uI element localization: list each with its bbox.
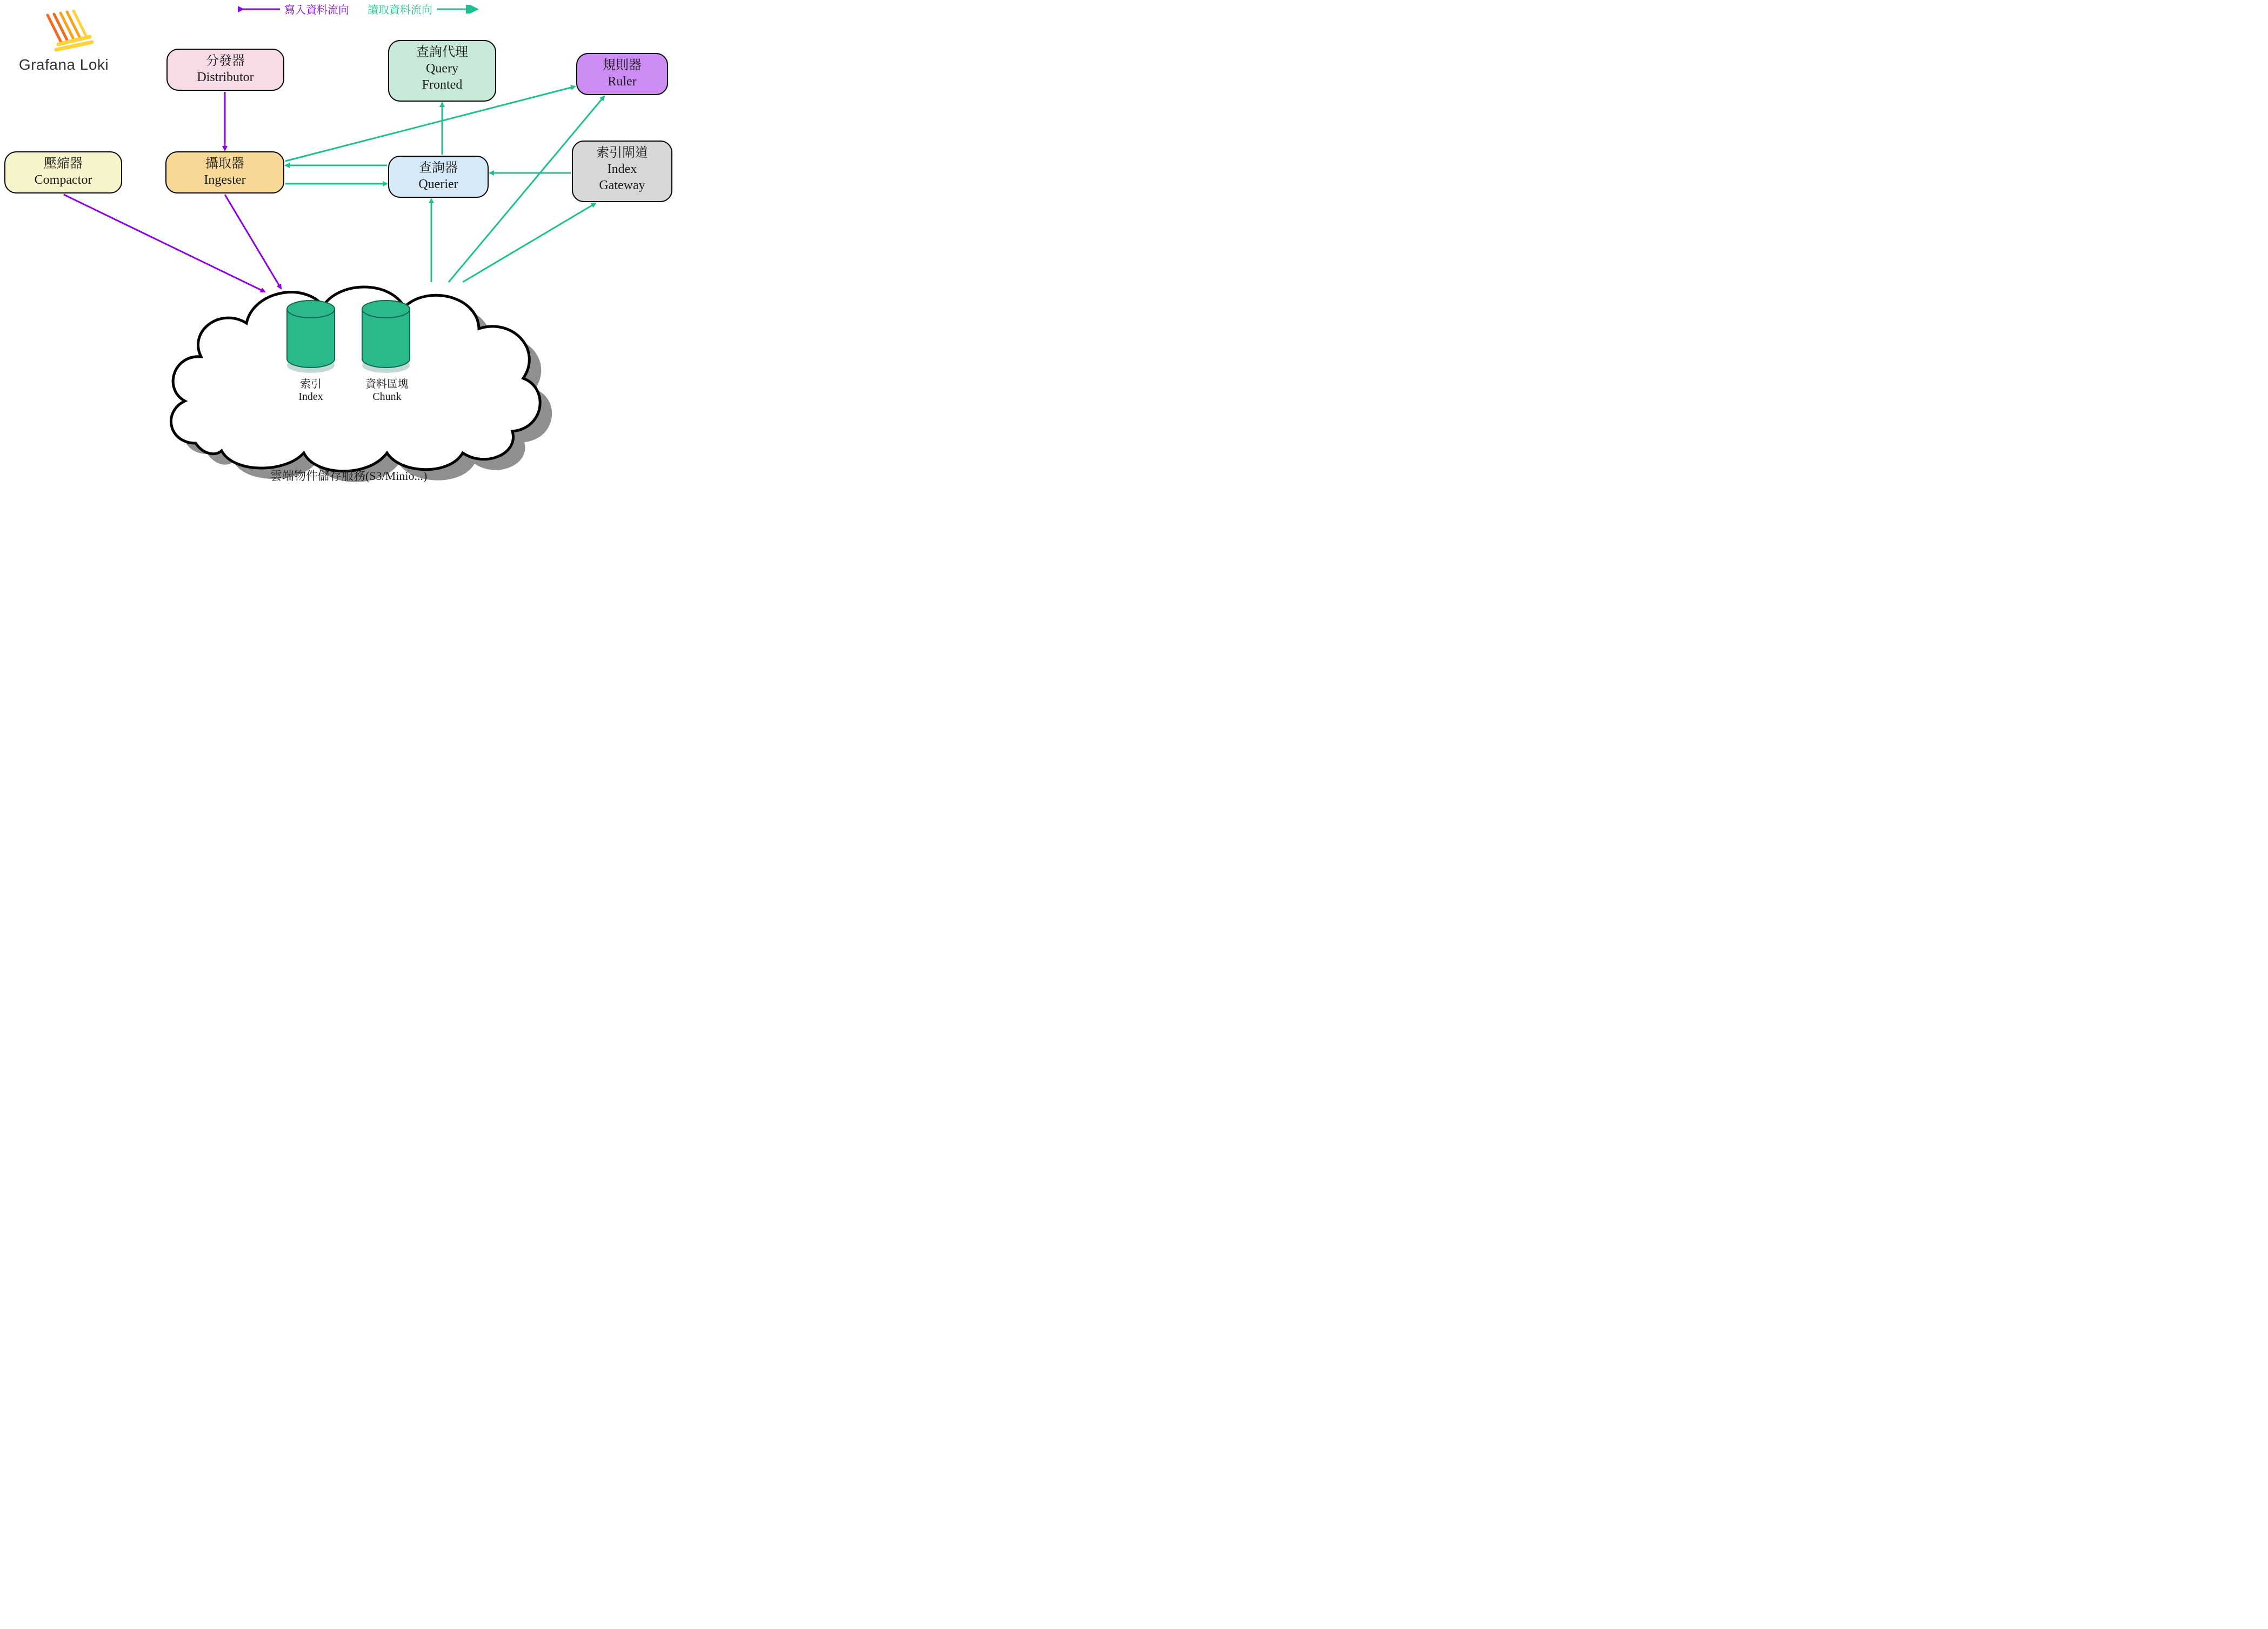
node-query-frontend-en2: Fronted — [397, 77, 488, 93]
edge-compactor-to-cloud — [64, 195, 265, 292]
brand: Grafana Loki — [4, 10, 123, 74]
node-ruler-zh: 規則器 — [585, 57, 659, 74]
node-distributor-zh: 分發器 — [175, 53, 276, 69]
edge-cloud-to-indexgw — [463, 203, 596, 282]
node-querier: 查詢器 Querier — [388, 156, 489, 198]
storage-chunk-en: Chunk — [372, 391, 401, 403]
cylinder-index — [287, 301, 335, 373]
storage-index-en: Index — [298, 391, 323, 403]
node-querier-en: Querier — [397, 176, 480, 192]
node-querier-zh: 查詢器 — [397, 160, 480, 176]
loki-logo-icon — [31, 10, 96, 53]
brand-text: Grafana Loki — [4, 56, 123, 74]
node-distributor: 分發器 Distributor — [166, 49, 284, 91]
storage-chunk-zh: 資料區塊 — [365, 378, 409, 390]
node-index-gateway: 索引閘道 Index Gateway — [572, 141, 672, 202]
node-ruler: 規則器 Ruler — [576, 53, 668, 95]
node-query-frontend-en1: Query — [397, 61, 488, 77]
legend-read-arrow-icon — [436, 5, 479, 14]
storage-index-label: 索引 Index — [292, 375, 330, 403]
cylinder-chunk — [362, 301, 410, 373]
legend-read-label: 讀取資料流向 — [368, 1, 432, 17]
storage-index-zh: 索引 — [300, 378, 322, 390]
edge-ingester-to-cloud — [225, 195, 281, 289]
legend-write-arrow-icon — [238, 5, 281, 14]
node-compactor: 壓縮器 Compactor — [4, 151, 122, 193]
node-index-gateway-en1: Index — [581, 161, 664, 177]
storage-chunk-label: 資料區塊 Chunk — [360, 375, 414, 403]
node-distributor-en: Distributor — [175, 69, 276, 85]
node-query-frontend-zh: 查詢代理 — [397, 44, 488, 61]
legend-write: 寫入資料流向 — [238, 1, 349, 17]
node-compactor-zh: 壓縮器 — [13, 156, 114, 172]
legend-read: 讀取資料流向 — [368, 1, 479, 17]
node-index-gateway-en2: Gateway — [581, 177, 664, 193]
node-ingester-zh: 攝取器 — [174, 156, 276, 172]
legend-write-label: 寫入資料流向 — [284, 1, 349, 17]
node-ingester-en: Ingester — [174, 172, 276, 188]
node-index-gateway-zh: 索引閘道 — [581, 145, 664, 161]
cloud-caption: 雲端物件儲存服務(S3/Minio...) — [270, 467, 427, 484]
node-compactor-en: Compactor — [13, 172, 114, 188]
node-query-frontend: 查詢代理 Query Fronted — [388, 40, 496, 102]
cloud — [171, 287, 540, 471]
node-ingester: 攝取器 Ingester — [165, 151, 284, 193]
node-ruler-en: Ruler — [585, 74, 659, 90]
